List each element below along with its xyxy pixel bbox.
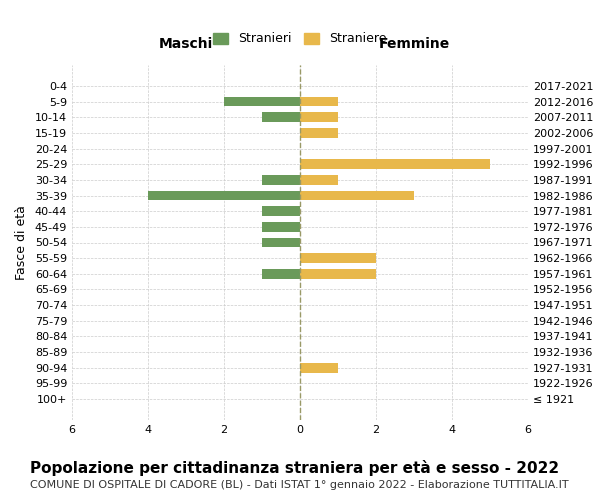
Text: Maschi: Maschi [159,37,213,51]
Bar [300,269,376,278]
Text: Popolazione per cittadinanza straniera per età e sesso - 2022: Popolazione per cittadinanza straniera p… [30,460,559,476]
Bar [148,191,300,200]
Bar [300,175,338,184]
Bar [224,97,300,106]
Bar [262,112,300,122]
Bar [262,175,300,184]
Bar [300,254,376,263]
Bar [262,269,300,278]
Bar [300,363,338,372]
Bar [262,206,300,216]
Bar [300,160,490,169]
Text: Femmine: Femmine [379,37,449,51]
Y-axis label: Fasce di età: Fasce di età [15,205,28,280]
Text: COMUNE DI OSPITALE DI CADORE (BL) - Dati ISTAT 1° gennaio 2022 - Elaborazione TU: COMUNE DI OSPITALE DI CADORE (BL) - Dati… [30,480,569,490]
Bar [262,222,300,232]
Bar [300,191,414,200]
Bar [300,112,338,122]
Bar [262,238,300,247]
Bar [300,128,338,138]
Legend: Stranieri, Straniere: Stranieri, Straniere [209,28,391,49]
Bar [300,97,338,106]
